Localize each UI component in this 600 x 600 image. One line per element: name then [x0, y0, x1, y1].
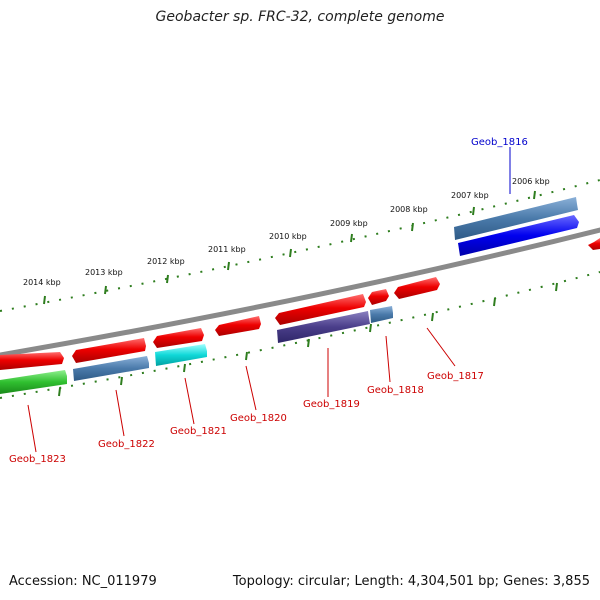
kbp-label: 2013 kbp — [85, 268, 123, 277]
kbp-label: 2008 kbp — [390, 205, 428, 214]
gene-label: Geob_1823 — [9, 454, 66, 465]
leader-lines — [27, 147, 511, 453]
gene-label: Geob_1821 — [170, 426, 227, 437]
gene-label: Geob_1817 — [427, 371, 484, 382]
gene-feature — [153, 328, 204, 348]
kbp-labels: 2006 kbp 2007 kbp 2008 kbp 2009 kbp 2010… — [23, 177, 550, 287]
gene-feature — [458, 215, 579, 256]
kbp-label: 2010 kbp — [269, 232, 307, 241]
gene-feature — [275, 294, 366, 325]
gene-label: Geob_1819 — [303, 399, 360, 410]
gene-feature — [73, 356, 149, 381]
topology-text: Topology: circular; Length: 4,304,501 bp… — [232, 574, 590, 589]
gene-feature — [588, 238, 600, 250]
kbp-label: 2014 kbp — [23, 278, 61, 287]
inner-tick-ring — [0, 271, 600, 399]
gene-feature — [368, 289, 389, 305]
gene-labels: Geob_1816 Geob_1817 Geob_1818 Geob_1819 … — [9, 137, 528, 465]
gene-track-forward — [0, 238, 600, 370]
gene-feature — [0, 352, 64, 370]
map-title: Geobacter sp. FRC-32, complete genome — [155, 9, 445, 25]
gene-label: Geob_1818 — [367, 385, 424, 396]
gene-feature — [155, 344, 207, 366]
kbp-label: 2006 kbp — [512, 177, 550, 186]
gene-feature — [394, 277, 440, 299]
accession-text: Accession: NC_011979 — [9, 574, 157, 589]
kbp-label: 2007 kbp — [451, 191, 489, 200]
outer-tick-ring — [0, 179, 600, 312]
gene-feature — [370, 306, 393, 323]
kbp-label: 2011 kbp — [208, 245, 246, 254]
gene-feature — [215, 316, 261, 336]
genome-backbone — [0, 227, 600, 358]
kbp-label: 2009 kbp — [330, 219, 368, 228]
gene-label: Geob_1816 — [471, 137, 528, 148]
gene-feature — [0, 370, 67, 394]
gene-feature — [454, 197, 578, 240]
gene-track-reverse — [0, 197, 579, 394]
gene-label: Geob_1820 — [230, 413, 287, 424]
kbp-label: 2012 kbp — [147, 257, 185, 266]
gene-label: Geob_1822 — [98, 439, 155, 450]
gene-feature — [277, 311, 370, 343]
gene-feature — [72, 338, 146, 363]
